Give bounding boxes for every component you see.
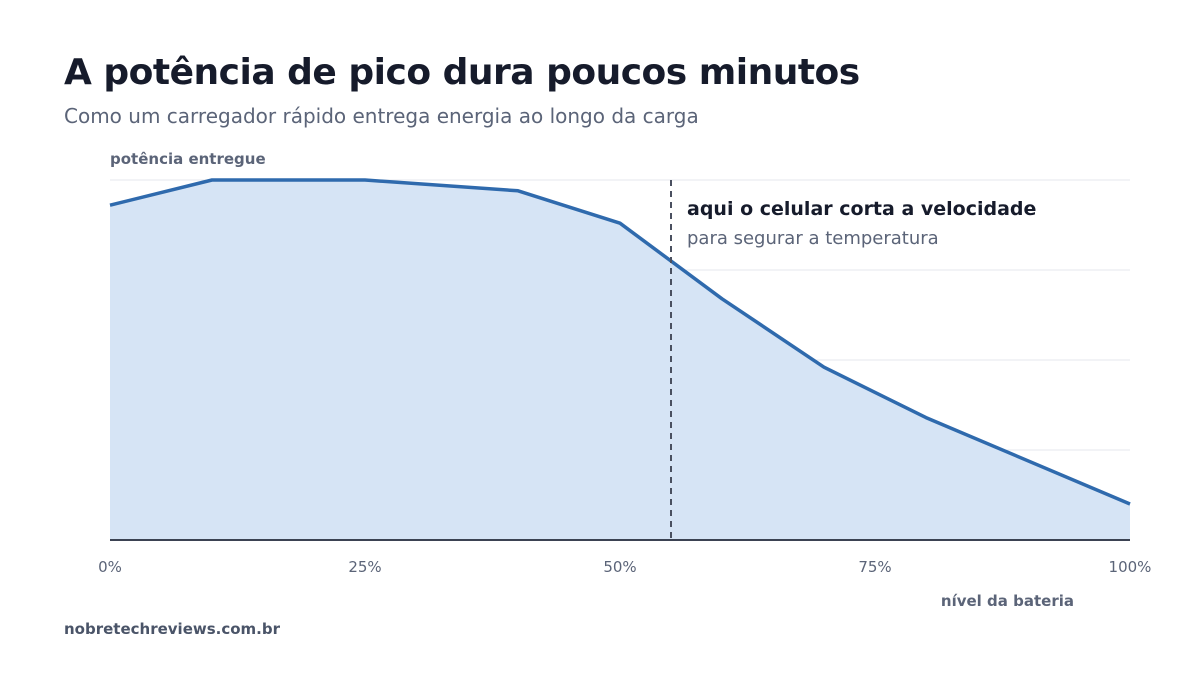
- x-tick-labels: 0% 25% 50% 75% 100%: [98, 558, 1151, 576]
- series-line: [109, 178, 1131, 506]
- source-footer: nobretechreviews.com.br: [64, 620, 281, 638]
- x-axis-label: nível da bateria: [941, 592, 1074, 610]
- x-tick-label-1: 25%: [348, 558, 381, 576]
- annotation-title: aqui o celular corta a velocidade: [687, 198, 1036, 220]
- x-tick-label-0: 0%: [98, 558, 122, 576]
- annotation-text: para segurar a temperatura: [687, 228, 939, 249]
- x-tick-label-2: 50%: [603, 558, 636, 576]
- y-axis-label: potência entregue: [110, 150, 266, 168]
- x-tick-label-4: 100%: [1109, 558, 1152, 576]
- chart-subtitle: Como um carregador rápido entrega energi…: [64, 104, 699, 128]
- x-tick-label-3: 75%: [858, 558, 891, 576]
- series-area: [110, 180, 1130, 540]
- chart-title: A potência de pico dura poucos minutos: [64, 52, 860, 93]
